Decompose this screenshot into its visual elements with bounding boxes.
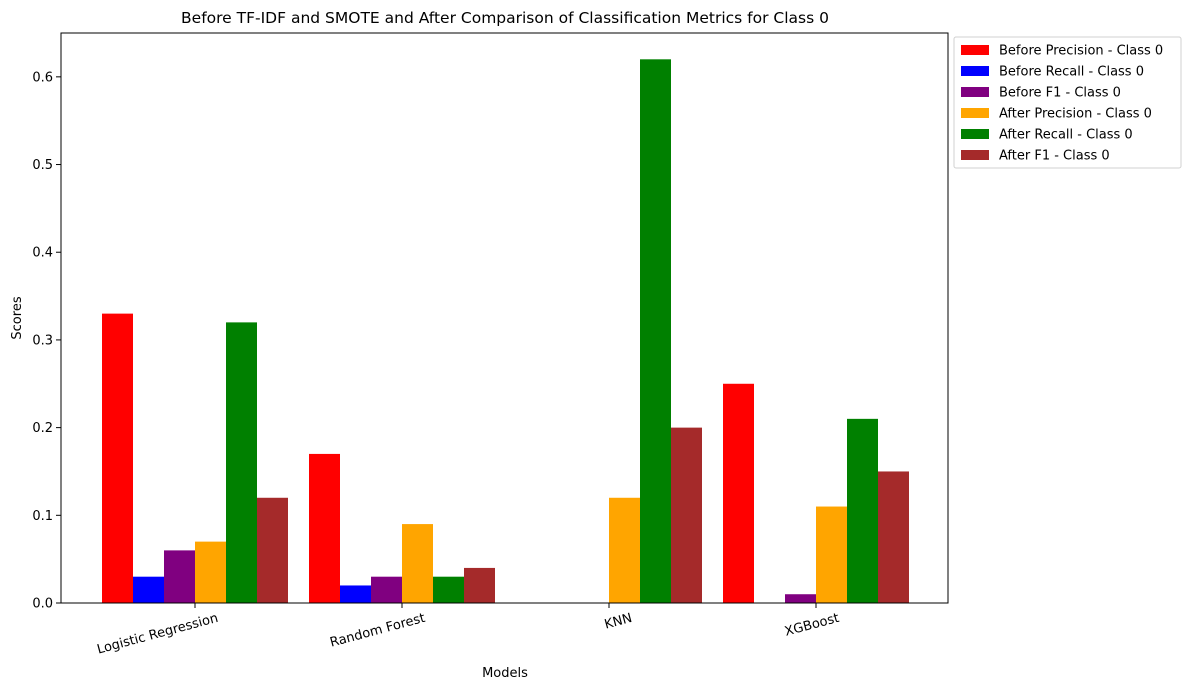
plot-area-frame (60, 32, 949, 604)
legend-entry-label: After F1 - Class 0 (999, 149, 1110, 164)
bar-series-1-random-forest (340, 585, 371, 603)
x-tick-label: Logistic Regression (95, 611, 219, 658)
x-tick-label: Random Forest (328, 611, 426, 651)
bar-series-3-knn (609, 497, 640, 603)
y-axis-label: Scores (10, 296, 25, 339)
bar-series-2-xgboost (785, 594, 816, 603)
bar-series-5-logistic-regression (257, 497, 288, 603)
y-tick-label: 0.4 (32, 246, 53, 261)
legend-swatch (961, 108, 989, 118)
chart-title: Before TF-IDF and SMOTE and After Compar… (181, 9, 829, 27)
bar-series-4-knn (640, 59, 671, 604)
legend-entry-label: Before Recall - Class 0 (999, 65, 1144, 80)
legend-swatch (961, 129, 989, 139)
legend-entry-label: Before F1 - Class 0 (999, 86, 1121, 101)
y-tick-label: 0.5 (32, 158, 53, 173)
legend-swatch (961, 150, 989, 160)
bar-series-5-random-forest (464, 567, 495, 603)
legend-entry-label: After Recall - Class 0 (999, 128, 1133, 143)
bar-series-1-logistic-regression (133, 576, 164, 603)
bar-series-2-logistic-regression (164, 550, 195, 603)
y-tick-label: 0.3 (32, 333, 53, 348)
x-axis: Logistic Regression Random Forest KNN XGBoo… (95, 603, 841, 658)
legend-frame (953, 36, 1182, 169)
bar-series-5-knn (671, 427, 702, 603)
bar-series-0-random-forest (309, 453, 340, 603)
x-tick-label: KNN (603, 611, 634, 633)
y-tick-label: 0.0 (32, 597, 53, 612)
legend-swatch (961, 87, 989, 97)
bar-series-2-random-forest (371, 576, 402, 603)
bar-series-0-logistic-regression (102, 313, 133, 603)
bar-series-4-logistic-regression (226, 322, 257, 603)
legend-swatch (961, 45, 989, 55)
bar-series-5-xgboost (878, 471, 909, 603)
x-axis-label: Models (482, 666, 528, 681)
bar-series-3-random-forest (402, 524, 433, 603)
legend-swatch (961, 66, 989, 76)
bar-series-4-random-forest (433, 576, 464, 603)
y-tick-label: 0.1 (32, 509, 53, 524)
bar-series-4-xgboost (847, 418, 878, 603)
bar-series-3-logistic-regression (195, 541, 226, 603)
y-tick-label: 0.6 (32, 70, 53, 85)
legend-entry-label: Before Precision - Class 0 (999, 44, 1163, 59)
bar-series-0-xgboost (723, 383, 754, 603)
legend-entry-label: After Precision - Class 0 (999, 107, 1152, 122)
y-tick-label: 0.2 (32, 421, 53, 436)
y-axis: 0.0 0.1 0.2 0.3 0.4 0.5 0.6 (32, 70, 61, 612)
x-tick-label: XGBoost (783, 611, 841, 640)
bars-group (102, 59, 909, 604)
bar-series-3-xgboost (816, 506, 847, 603)
legend: Before Precision - Class 0 Before Recall … (953, 36, 1182, 169)
